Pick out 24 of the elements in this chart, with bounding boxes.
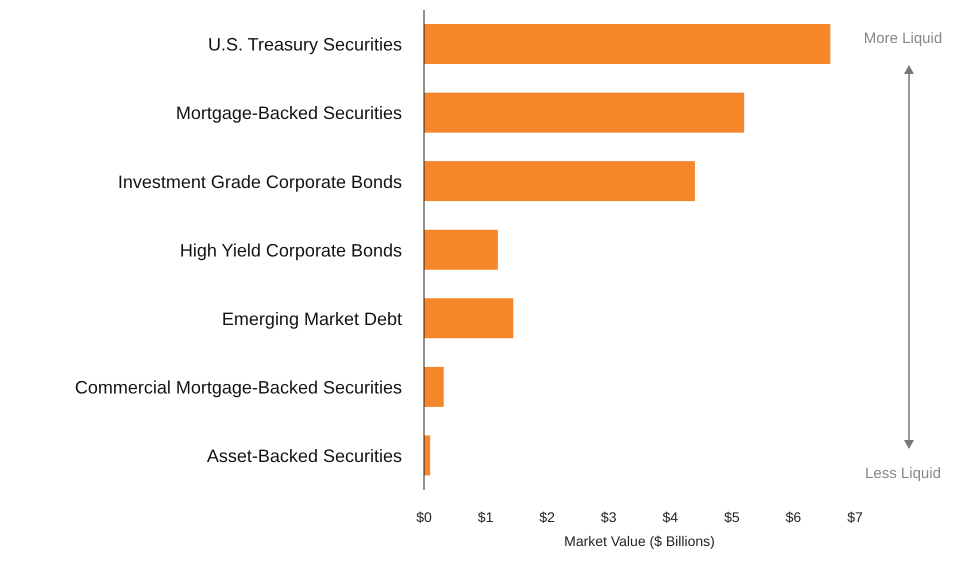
bar: [424, 24, 830, 64]
y-tick-label: U.S. Treasury Securities: [208, 34, 402, 55]
bar: [424, 92, 744, 133]
x-tick-label: $6: [786, 508, 802, 525]
bar: [424, 161, 695, 202]
y-tick-label: Commercial Mortgage-Backed Securities: [74, 378, 402, 398]
x-tick-label: $5: [724, 508, 740, 525]
y-tick-label: High Yield Corporate Bonds: [180, 240, 402, 260]
x-tick-label: $3: [600, 508, 617, 525]
text: More Liquid: [862, 30, 944, 47]
y-tick-label: Investment Grade Corporate Bonds: [118, 172, 402, 192]
text: Less Liquid: [864, 465, 942, 482]
bar: [424, 298, 514, 338]
x-tick-label: $1: [478, 508, 494, 525]
bar: [424, 366, 444, 407]
y-tick-label: Emerging Market Debt: [222, 308, 402, 329]
x-tick-label: $7: [847, 508, 863, 525]
x-axis-title: Market Value ($ Billions): [564, 533, 715, 549]
bar: [424, 230, 498, 270]
x-tick-label: $0: [416, 508, 432, 525]
y-tick-label: Asset-Backed Securities: [206, 446, 402, 466]
x-tick-label: $4: [662, 508, 678, 525]
y-tick-label: Mortgage-Backed Securities: [176, 103, 402, 124]
x-tick-label: $2: [539, 508, 556, 525]
